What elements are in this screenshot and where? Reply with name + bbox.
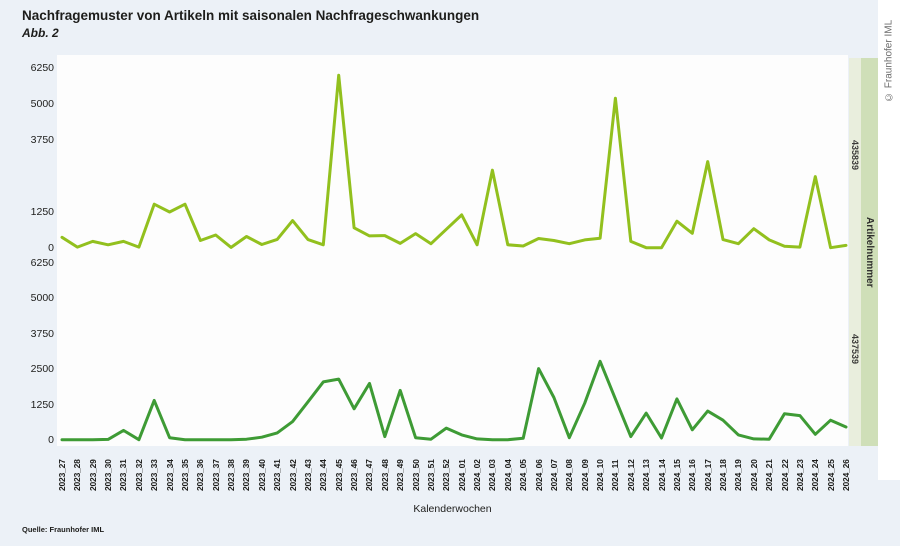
x-tick-label: 2023_49 bbox=[395, 459, 406, 491]
x-tick-label: 2023_50 bbox=[410, 459, 421, 491]
x-tick-label: 2023_48 bbox=[379, 459, 390, 491]
x-tick-label: 2024_22 bbox=[779, 459, 790, 491]
chart-title: Nachfragemuster von Artikeln mit saisona… bbox=[22, 8, 480, 23]
x-tick-label: 2024_23 bbox=[794, 459, 805, 491]
x-tick-label: 2024_20 bbox=[748, 459, 759, 491]
x-tick-label: 2024_06 bbox=[533, 459, 544, 491]
x-tick-label: 2024_08 bbox=[564, 459, 575, 491]
source-note: Quelle: Fraunhofer IML bbox=[22, 525, 105, 534]
facet-axis-label: Artikelnummer bbox=[864, 216, 875, 288]
y-tick-label: 3750 bbox=[30, 327, 54, 340]
copyright-vertical-text: © Fraunhofer IML bbox=[883, 19, 895, 103]
x-tick-label: 2023_37 bbox=[210, 459, 221, 491]
x-tick-label: 2023_34 bbox=[164, 459, 175, 491]
facet-panel-bottom bbox=[57, 253, 848, 445]
y-tick-label: 6250 bbox=[30, 257, 54, 269]
y-tick-label: 3750 bbox=[30, 134, 54, 146]
x-tick-label: 2023_33 bbox=[149, 459, 160, 491]
x-tick-label: 2024_01 bbox=[456, 459, 467, 491]
x-tick-label: 2023_41 bbox=[272, 459, 283, 491]
x-tick-label: 2023_31 bbox=[118, 459, 129, 491]
x-tick-label: 2024_09 bbox=[579, 459, 590, 491]
x-tick-label: 2023_39 bbox=[241, 459, 252, 491]
x-tick-label: 2024_12 bbox=[625, 459, 636, 491]
x-tick-label: 2024_10 bbox=[595, 459, 606, 491]
figure-number: Abb. 2 bbox=[22, 26, 59, 40]
x-tick-label: 2024_07 bbox=[548, 459, 559, 491]
y-tick-label: 1250 bbox=[30, 206, 54, 218]
x-tick-label: 2024_02 bbox=[472, 459, 483, 491]
right-margin bbox=[878, 0, 900, 480]
y-tick-label: 5000 bbox=[30, 98, 54, 110]
x-tick-label: 2023_52 bbox=[441, 459, 452, 491]
x-tick-label: 2024_16 bbox=[687, 459, 698, 491]
x-tick-label: 2023_43 bbox=[302, 459, 313, 491]
x-tick-label: 2023_27 bbox=[57, 459, 67, 491]
facet-label-bottom: 437539 bbox=[850, 333, 860, 365]
facet-panel-top bbox=[57, 62, 848, 253]
x-tick-label: 2024_13 bbox=[641, 459, 652, 491]
y-tick-label: 0 bbox=[48, 242, 54, 254]
x-tick-label: 2023_36 bbox=[195, 459, 206, 491]
plot-background bbox=[57, 55, 848, 446]
x-tick-label: 2024_11 bbox=[610, 459, 621, 491]
x-tick-label: 2024_04 bbox=[502, 459, 513, 491]
x-tick-label: 2024_17 bbox=[702, 459, 713, 491]
y-tick-label: 2500 bbox=[30, 363, 54, 376]
x-tick-label: 2024_18 bbox=[718, 459, 729, 491]
x-tick-label: 2024_05 bbox=[518, 459, 529, 491]
x-tick-label: 2024_15 bbox=[671, 459, 682, 491]
x-tick-label: 2024_24 bbox=[810, 459, 821, 491]
y-tick-label: 0 bbox=[48, 434, 54, 446]
x-tick-label: 2023_32 bbox=[133, 459, 144, 491]
x-tick-label: 2023_51 bbox=[425, 459, 436, 491]
x-tick-label: 2023_35 bbox=[179, 459, 190, 491]
x-tick-label: 2024_03 bbox=[487, 459, 498, 491]
line-chart-top bbox=[60, 73, 848, 250]
x-tick-label: 2024_26 bbox=[841, 459, 852, 491]
series-line-437539 bbox=[60, 359, 848, 442]
x-tick-label: 2023_46 bbox=[349, 459, 360, 491]
x-tick-label: 2023_47 bbox=[364, 459, 375, 491]
x-tick-label: 2023_42 bbox=[287, 459, 298, 491]
line-chart-bottom bbox=[60, 359, 848, 442]
x-tick-label: 2023_38 bbox=[226, 459, 237, 491]
x-tick-label: 2023_28 bbox=[72, 459, 83, 491]
y-tick-label: 5000 bbox=[30, 292, 54, 305]
facet-strip-article-numbers: 435839 437539 bbox=[849, 58, 861, 446]
x-tick-label: 2023_40 bbox=[256, 459, 267, 491]
series-line-435839 bbox=[60, 73, 848, 250]
x-axis-title: Kalenderwochen bbox=[413, 503, 492, 515]
x-tick-label: 2024_14 bbox=[656, 459, 667, 491]
x-tick-label: 2024_19 bbox=[733, 459, 744, 491]
y-tick-label: 1250 bbox=[30, 398, 54, 411]
facet-label-top: 435839 bbox=[850, 139, 860, 171]
x-tick-label: 2023_30 bbox=[103, 459, 114, 491]
y-tick-label: 6250 bbox=[30, 62, 54, 74]
facet-axis-strip: Artikelnummer bbox=[861, 58, 878, 446]
x-tick-label: 2023_29 bbox=[87, 459, 98, 491]
x-tick-label: 2024_21 bbox=[764, 459, 775, 491]
x-tick-label: 2023_44 bbox=[318, 459, 329, 491]
x-tick-label: 2024_25 bbox=[825, 459, 836, 491]
x-tick-label: 2023_45 bbox=[333, 459, 344, 491]
